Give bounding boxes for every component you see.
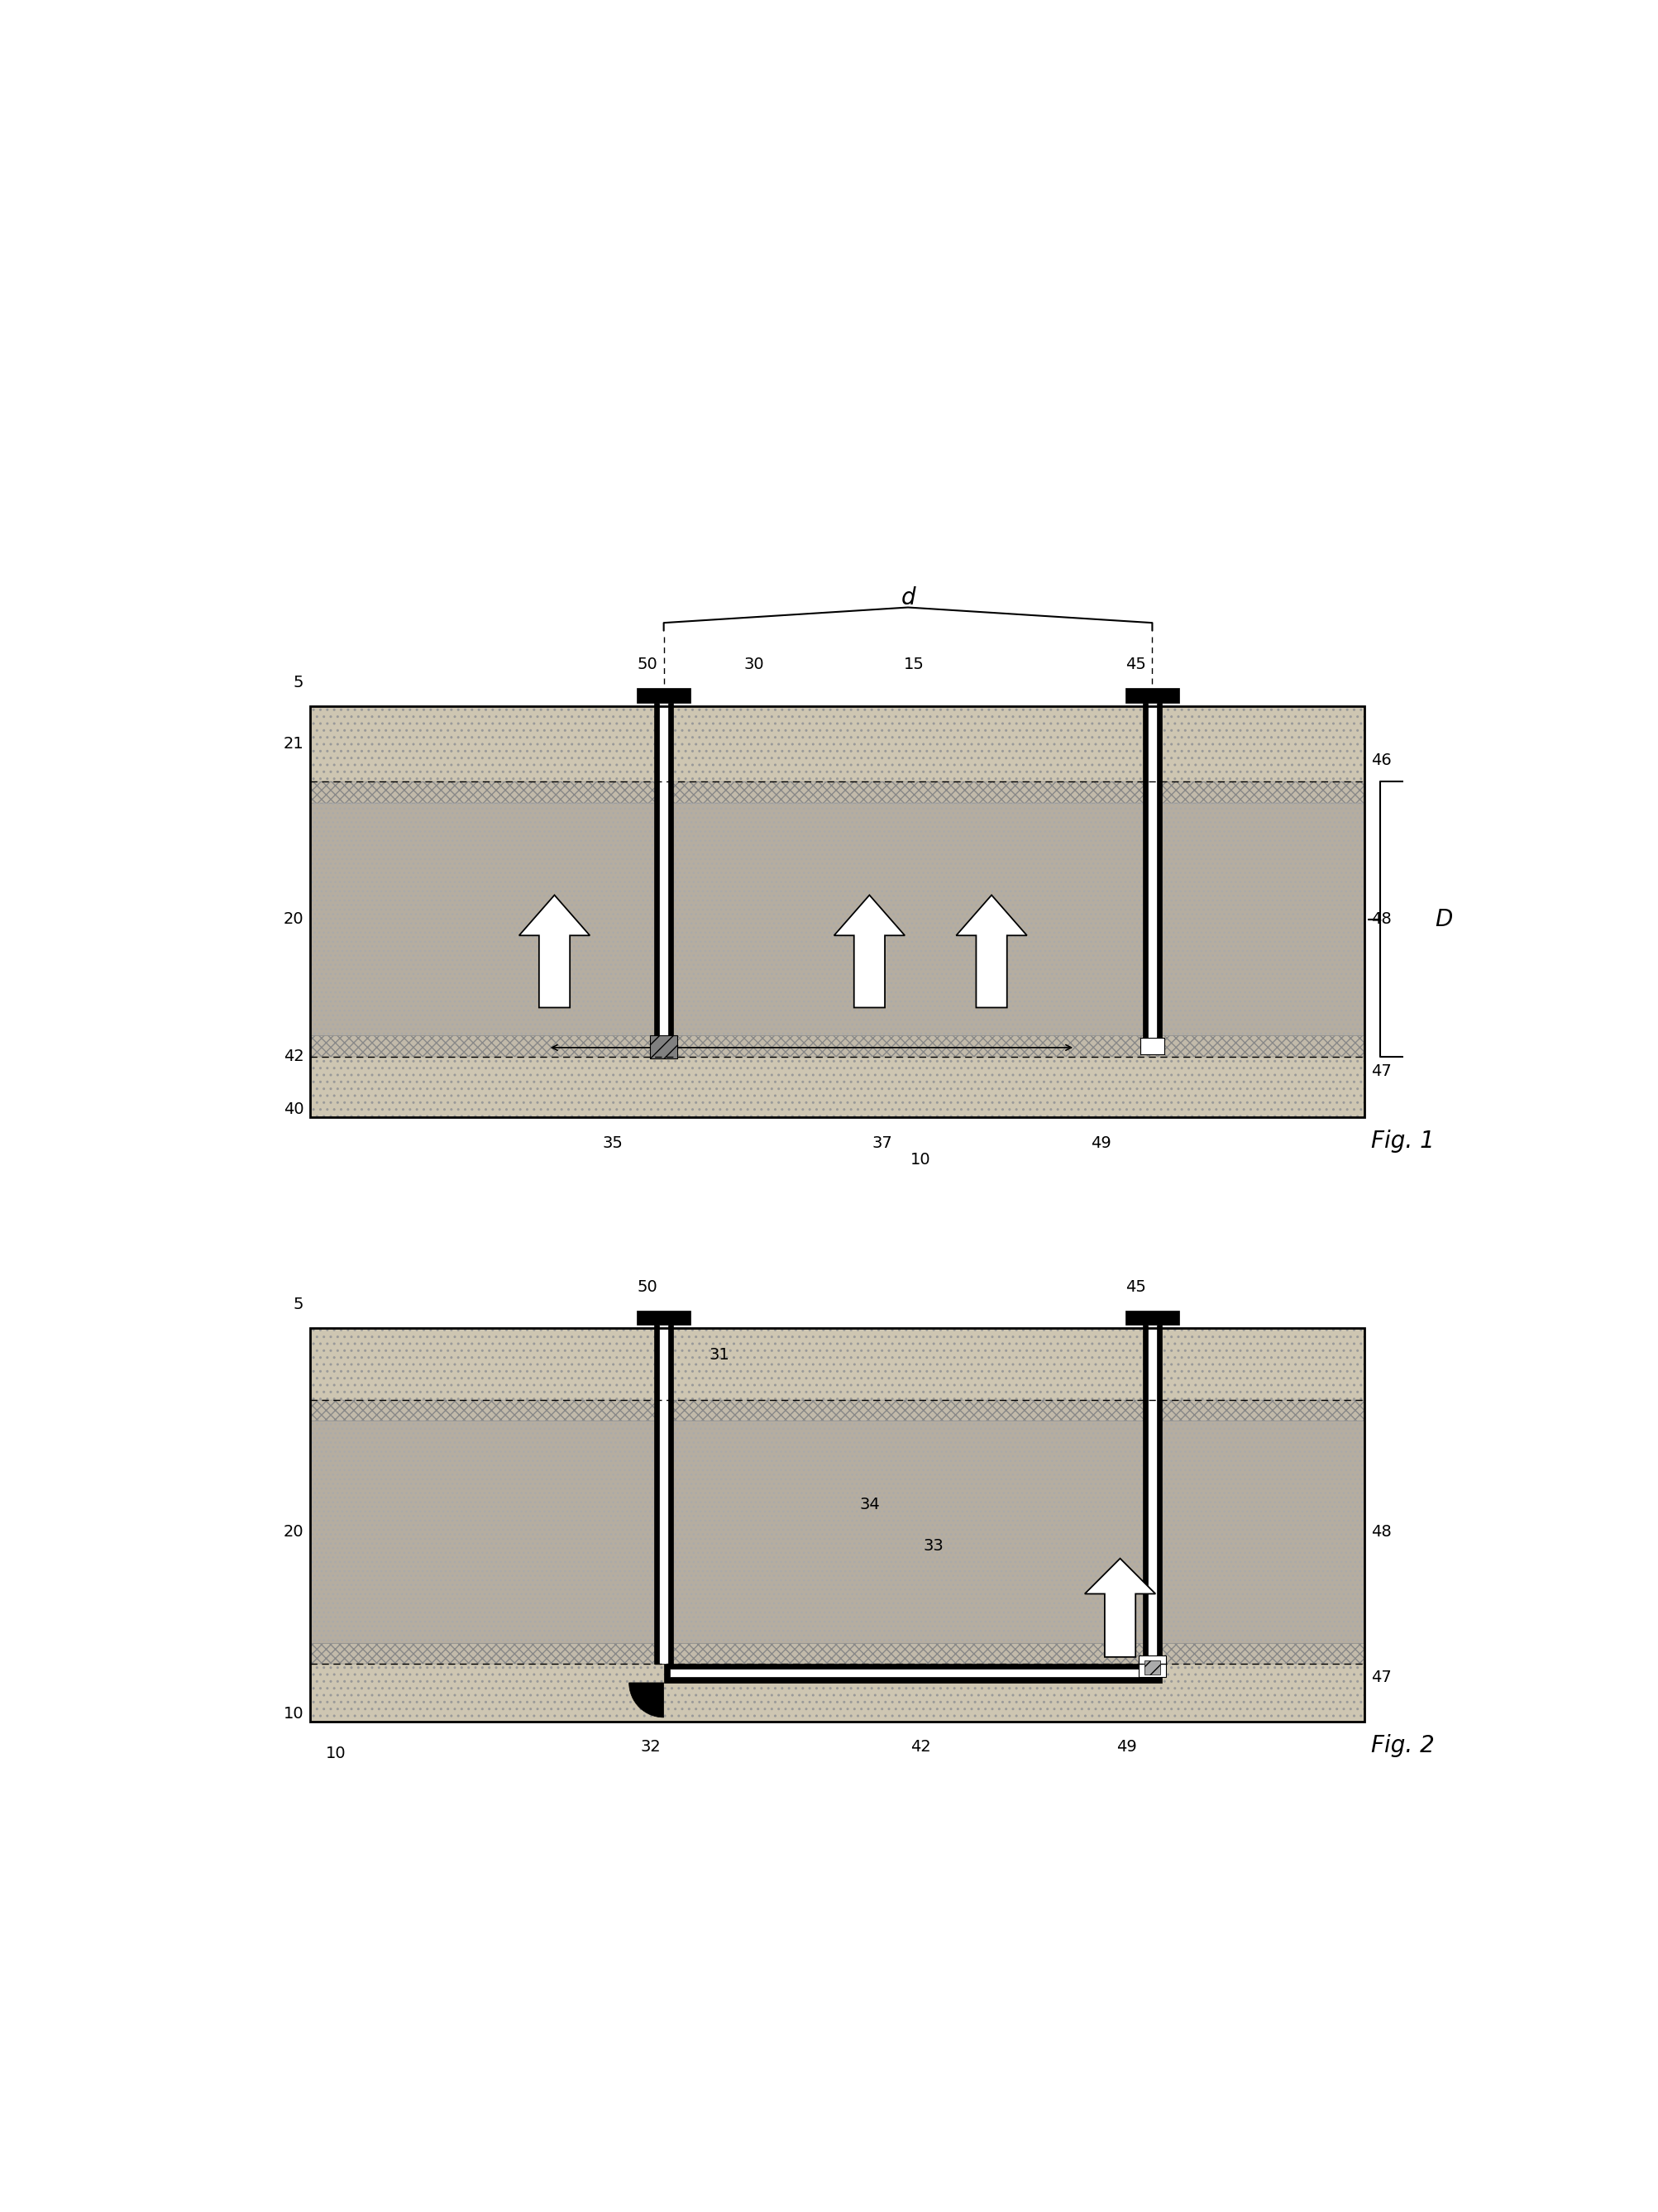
Text: 20: 20	[284, 1524, 303, 1540]
Bar	[310, 781, 1365, 803]
Bar	[310, 1663, 1365, 1721]
Text: 10: 10	[284, 1705, 303, 1721]
Text: 45: 45	[1124, 1279, 1146, 1294]
Bar	[650, 1035, 676, 1057]
FancyArrow shape	[1084, 1559, 1156, 1657]
FancyArrow shape	[519, 896, 590, 1009]
Text: 33: 33	[924, 1537, 943, 1555]
Text: 48: 48	[1370, 1524, 1391, 1540]
Bar	[310, 803, 1365, 1035]
Text: 31: 31	[708, 1347, 730, 1363]
Text: 48: 48	[1370, 911, 1391, 927]
Bar	[1142, 703, 1161, 1048]
Text: 20: 20	[284, 911, 303, 927]
Bar	[310, 1327, 1365, 1400]
Text: 50: 50	[637, 1279, 657, 1294]
Text: 40: 40	[284, 1102, 303, 1117]
Text: 46: 46	[1370, 752, 1391, 768]
Text: Fig. 1: Fig. 1	[1370, 1130, 1434, 1152]
Bar	[1147, 1325, 1156, 1663]
Text: 49: 49	[1116, 1739, 1136, 1754]
Text: 32: 32	[640, 1739, 662, 1754]
Text: 34: 34	[859, 1498, 879, 1513]
Wedge shape	[628, 1683, 663, 1717]
Text: 15: 15	[904, 657, 924, 672]
Bar	[637, 1310, 690, 1325]
Bar	[310, 1420, 1365, 1644]
Bar	[653, 1325, 673, 1663]
Text: d: d	[900, 586, 915, 611]
Bar	[310, 706, 1365, 781]
Bar	[637, 688, 690, 703]
Bar	[1142, 1325, 1161, 1663]
Bar	[1139, 1037, 1164, 1055]
Bar	[663, 1663, 1161, 1683]
Bar	[310, 1420, 1365, 1644]
Text: Fig. 2: Fig. 2	[1370, 1734, 1434, 1756]
Text: 5: 5	[293, 1296, 303, 1312]
Text: 42: 42	[284, 1048, 303, 1064]
Text: 37: 37	[872, 1135, 892, 1150]
Text: 21: 21	[284, 737, 303, 752]
Text: 49: 49	[1089, 1135, 1111, 1150]
Bar	[1147, 703, 1156, 1048]
Bar	[1137, 1655, 1166, 1677]
Text: 30: 30	[743, 657, 764, 672]
Text: 10: 10	[325, 1745, 347, 1761]
FancyArrow shape	[955, 896, 1026, 1009]
Bar	[310, 803, 1365, 1035]
FancyArrow shape	[834, 896, 904, 1009]
Text: 50: 50	[637, 657, 657, 672]
Bar	[658, 703, 668, 1048]
Bar	[310, 1644, 1365, 1663]
Text: 45: 45	[1124, 657, 1146, 672]
Text: 5: 5	[293, 675, 303, 690]
Text: 47: 47	[1370, 1670, 1391, 1686]
Bar	[1124, 1310, 1179, 1325]
Text: 35: 35	[602, 1135, 622, 1150]
Bar	[310, 1327, 1365, 1721]
Text: 10: 10	[910, 1152, 930, 1168]
Bar	[1144, 1661, 1161, 1674]
Bar	[310, 1035, 1365, 1057]
Bar	[310, 1400, 1365, 1420]
Bar	[310, 1057, 1365, 1117]
Bar	[1124, 688, 1179, 703]
Bar	[670, 1670, 1147, 1677]
Bar	[653, 703, 673, 1048]
Bar	[658, 1325, 668, 1663]
Text: 42: 42	[910, 1739, 930, 1754]
Text: D: D	[1434, 907, 1452, 931]
Bar	[310, 706, 1365, 1117]
Text: 47: 47	[1370, 1064, 1391, 1079]
